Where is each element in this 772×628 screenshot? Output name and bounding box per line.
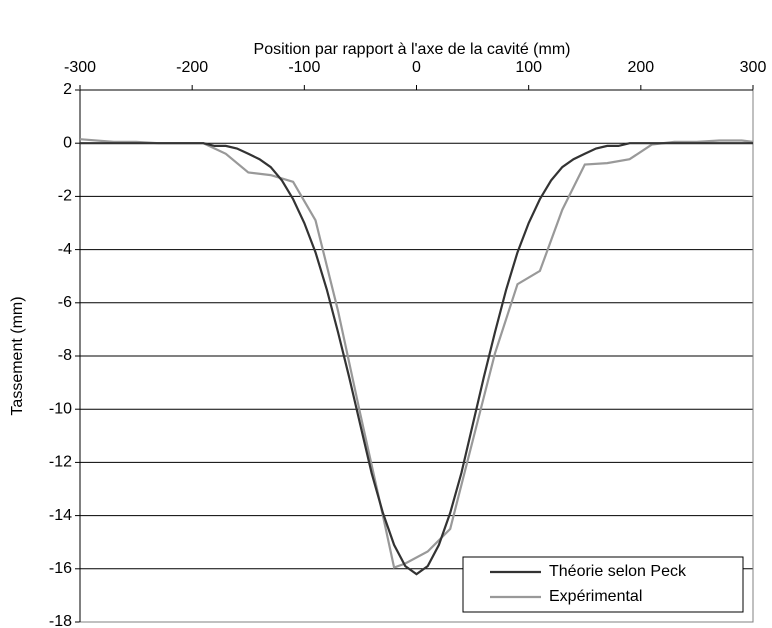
y-tick-label: -8 bbox=[58, 347, 72, 364]
x-tick-label: -100 bbox=[288, 59, 320, 76]
x-tick-label: 200 bbox=[627, 59, 654, 76]
y-tick-label: 0 bbox=[63, 134, 72, 151]
y-tick-label: -6 bbox=[58, 294, 72, 311]
legend-label: Expérimental bbox=[549, 588, 642, 605]
y-tick-label: -18 bbox=[49, 613, 72, 628]
y-tick-label: -2 bbox=[58, 188, 72, 205]
x-tick-label: -200 bbox=[176, 59, 208, 76]
x-tick-label: 100 bbox=[515, 59, 542, 76]
y-axis-label: Tassement (mm) bbox=[9, 296, 26, 415]
x-tick-label: 0 bbox=[412, 59, 421, 76]
x-axis-label: Position par rapport à l'axe de la cavit… bbox=[254, 41, 571, 58]
y-tick-label: -12 bbox=[49, 454, 72, 471]
x-tick-label: -300 bbox=[64, 59, 96, 76]
x-tick-label: 300 bbox=[740, 59, 767, 76]
y-tick-label: 2 bbox=[63, 81, 72, 98]
y-tick-label: -10 bbox=[49, 400, 72, 417]
series-line bbox=[79, 138, 754, 569]
series-line bbox=[80, 142, 753, 576]
y-tick-label: -16 bbox=[49, 560, 72, 577]
legend-box bbox=[462, 556, 744, 613]
y-tick-label: -4 bbox=[58, 241, 72, 258]
y-tick-label: -14 bbox=[49, 507, 72, 524]
legend-label: Théorie selon Peck bbox=[549, 563, 687, 580]
